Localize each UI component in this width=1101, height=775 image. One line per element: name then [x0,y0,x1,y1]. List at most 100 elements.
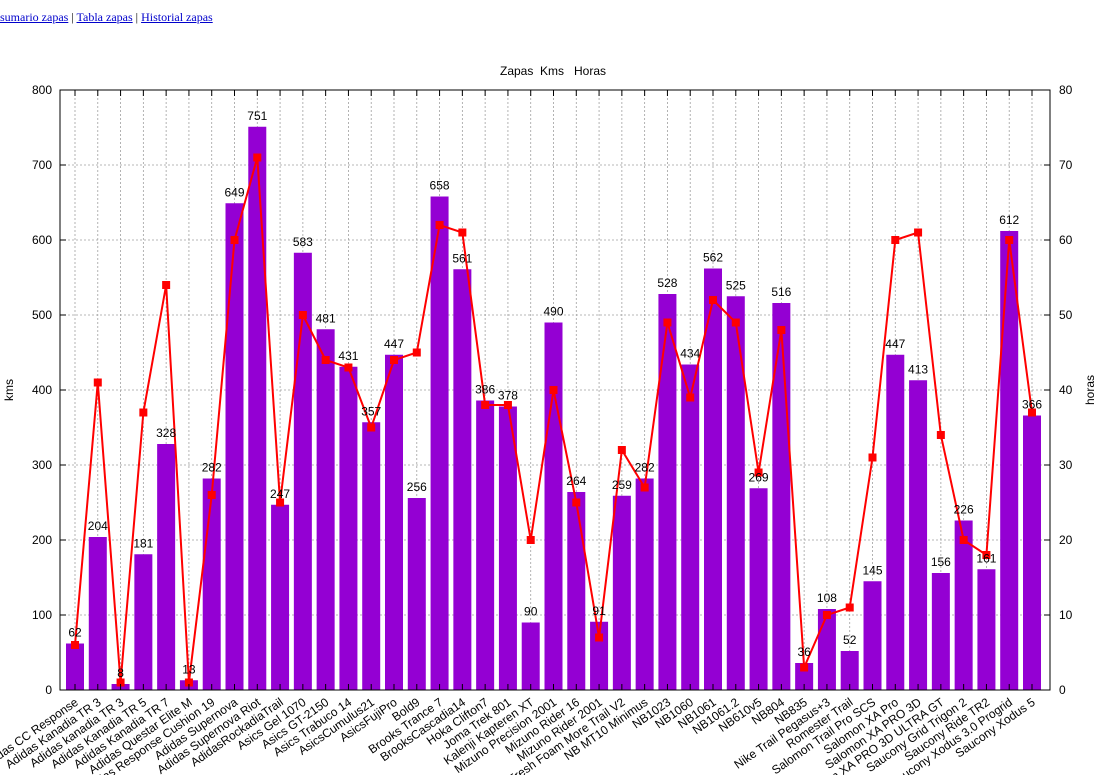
bar-value-label: 226 [954,503,974,517]
bar [726,296,745,690]
y-tick-label: 400 [32,383,52,397]
hours-point [184,678,193,687]
y-tick-label: 700 [32,158,52,172]
bar-value-label: 434 [680,347,700,361]
y2-tick-label: 80 [1059,83,1073,97]
hours-point [709,296,717,304]
hours-point [640,483,649,492]
y2-tick-label: 0 [1059,683,1066,697]
bar [248,126,267,690]
y-axis-label: kms [2,379,16,401]
hours-point [1005,236,1014,244]
hours-point [71,641,79,649]
link-tabla-zapas[interactable]: Tabla zapas [76,10,133,24]
hours-point [936,431,945,439]
hours-point [800,663,809,672]
bar-value-label: 516 [771,285,791,299]
bar-value-label: 181 [133,536,153,550]
bar [362,422,381,690]
bar-value-label: 658 [430,179,450,193]
bar-value-label: 431 [338,349,358,363]
bar-value-label: 282 [202,461,222,475]
bar-value-label: 490 [543,305,563,319]
bar [88,537,107,690]
bar [612,495,631,690]
bar-value-label: 108 [817,591,837,605]
bar-value-label: 161 [976,551,996,565]
hours-point [982,551,991,559]
bar [498,406,517,690]
bar-value-label: 366 [1022,398,1042,412]
bar-labels: 62 204 8 181 328 13 282 649 751 247 583 481 431 357 44… [68,109,1042,680]
y-tick-label: 0 [45,683,52,697]
bar [521,622,540,690]
bar-value-label: 386 [475,383,495,397]
bar [954,520,973,690]
bar-value-label: 269 [749,470,769,484]
bar-value-label: 447 [885,337,905,351]
hours-point [526,536,535,544]
bar [544,322,563,690]
bar [817,609,836,690]
chart-title: Zapas Kms Horas [500,64,606,78]
bar [795,663,814,690]
hours-point [435,221,444,229]
y2-tick-label: 20 [1059,533,1073,547]
bar [863,581,882,690]
bar-value-label: 583 [293,235,313,249]
hours-point [686,393,695,402]
bar [749,488,768,690]
link-sumario-zapas[interactable]: sumario zapas [0,10,69,24]
bar [590,621,609,690]
y2-tick-label: 60 [1059,233,1073,247]
hours-point [731,318,740,327]
hours-point [116,678,125,687]
hours-point [777,326,786,334]
hours-point [367,423,376,432]
hours-point [868,453,877,462]
bar [385,354,403,690]
bar-value-label: 36 [797,645,811,659]
bar-value-label: 378 [498,389,518,403]
bar-value-label: 649 [224,185,244,199]
hours-line [71,153,1036,687]
y-tick-label: 100 [32,608,52,622]
bar-value-label: 562 [703,251,723,265]
hours-point [891,236,900,244]
bar-value-label: 256 [407,480,427,494]
bar [681,364,700,690]
bar-value-label: 612 [999,213,1019,227]
hours-point [822,611,831,619]
y-tick-label: 800 [32,83,52,97]
bar-value-label: 328 [156,426,176,440]
bar [134,554,153,690]
bar [772,303,791,690]
bar [1000,231,1019,690]
y-tick-label: 300 [32,458,52,472]
bar-value-label: 91 [592,604,606,618]
bar [66,643,84,690]
link-historial-zapas[interactable]: Historial zapas [141,10,213,24]
hours-point [914,228,923,237]
hours-point [298,311,307,319]
y-tick-label: 500 [32,308,52,322]
hours-point [1028,408,1036,417]
hours-point [207,491,216,499]
bar [407,498,426,690]
bar-value-label: 481 [316,311,336,325]
bar-value-label: 447 [384,337,404,351]
bar-value-label: 52 [843,633,857,647]
hours-point [412,348,421,357]
bar-value-label: 525 [726,278,746,292]
y2-tick-label: 30 [1059,458,1073,472]
hours-point [276,498,285,507]
y2-tick-label: 40 [1059,383,1073,397]
hours-point [572,498,581,507]
bar [704,268,722,690]
bar [476,400,495,690]
hours-point [959,536,968,544]
y2-axis-label: horas [1083,375,1097,405]
bar [977,569,996,690]
hours-point [390,356,398,364]
